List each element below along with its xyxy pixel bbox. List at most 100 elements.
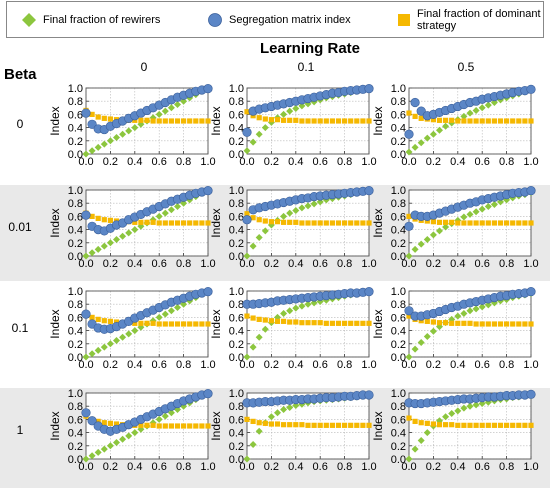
point-dominant	[187, 423, 193, 429]
y-tick-label: 0.0	[68, 352, 83, 364]
x-tick-label: 0.0	[239, 156, 254, 168]
point-dominant	[168, 220, 174, 226]
point-segregation	[364, 84, 374, 94]
point-rewirers	[131, 327, 139, 335]
point-dominant	[168, 321, 174, 327]
point-rewirers	[405, 353, 413, 361]
point-dominant	[467, 220, 473, 226]
point-dominant	[366, 422, 372, 428]
point-rewirers	[460, 213, 468, 221]
x-tick-label: 0.6	[152, 359, 167, 371]
panel-beta-0.01-lr-0.1: 0.0 0.2 0.4 0.6 0.8 1.00.00.20.40.60.81.0Inde…	[209, 185, 377, 270]
x-tick-label: 0.2	[264, 461, 279, 473]
point-dominant	[156, 423, 162, 429]
point-rewirers	[411, 143, 419, 151]
panel-beta-0.1-lr-0.1: 0.0 0.2 0.4 0.6 0.8 1.00.00.20.40.60.81.0Inde…	[209, 286, 377, 371]
point-dominant	[323, 320, 329, 326]
x-tick-label: 0.4	[450, 359, 465, 371]
point-rewirers	[82, 455, 90, 463]
point-dominant	[455, 320, 461, 326]
point-dominant	[107, 318, 113, 324]
point-rewirers	[249, 440, 257, 448]
point-dominant	[329, 422, 335, 428]
y-tick-label: 0.4	[391, 123, 406, 135]
point-dominant	[101, 217, 107, 223]
point-rewirers	[106, 239, 114, 247]
point-dominant	[199, 118, 205, 124]
point-rewirers	[454, 407, 462, 415]
point-dominant	[305, 422, 311, 428]
point-dominant	[156, 220, 162, 226]
point-dominant	[510, 422, 516, 428]
x-tick-label: 0.8	[176, 461, 191, 473]
panel-beta-0.1-lr-0: 0.0 0.2 0.4 0.6 0.8 1.00.00.20.40.60.81.0Inde…	[48, 286, 216, 371]
point-rewirers	[131, 429, 139, 437]
point-rewirers	[94, 346, 102, 354]
point-dominant	[522, 422, 528, 428]
y-tick-label: 0.8	[391, 198, 406, 210]
point-dominant	[354, 320, 360, 326]
y-tick-label: 0.8	[68, 96, 83, 108]
panel-beta-0-lr-0.5: 0.0 0.2 0.4 0.6 0.8 1.00.00.20.40.60.81.0Inde…	[371, 83, 539, 168]
point-dominant	[360, 118, 366, 124]
y-tick-label: 0.4	[391, 428, 406, 440]
point-rewirers	[280, 309, 288, 317]
point-dominant	[150, 118, 156, 124]
point-dominant	[497, 422, 504, 428]
y-tick-label: 0.6	[68, 414, 83, 426]
point-dominant	[516, 321, 522, 327]
point-dominant	[418, 420, 424, 426]
point-dominant	[138, 117, 144, 123]
y-tick-label: 0.6	[229, 312, 244, 324]
point-dominant	[430, 319, 436, 325]
point-dominant	[406, 415, 412, 421]
point-dominant	[299, 320, 305, 326]
point-dominant	[262, 317, 268, 323]
y-tick-label: 1.0	[391, 185, 406, 197]
point-rewirers	[100, 140, 108, 148]
point-dominant	[281, 219, 287, 225]
point-rewirers	[125, 127, 133, 135]
point-rewirers	[490, 201, 498, 209]
point-dominant	[360, 422, 366, 428]
point-dominant	[366, 118, 372, 124]
y-tick-label: 0.8	[68, 299, 83, 311]
point-rewirers	[460, 309, 468, 317]
point-dominant	[436, 117, 443, 123]
point-dominant	[366, 320, 372, 326]
point-rewirers	[255, 234, 263, 242]
point-dominant	[418, 318, 424, 324]
point-segregation	[81, 108, 91, 118]
point-dominant	[461, 220, 467, 226]
x-tick-label: 1.0	[361, 461, 376, 473]
point-dominant	[348, 220, 354, 226]
point-rewirers	[100, 343, 108, 351]
y-tick-label: 1.0	[68, 286, 83, 298]
point-rewirers	[100, 242, 108, 250]
point-rewirers	[113, 439, 120, 446]
y-tick-label: 0.0	[229, 149, 244, 161]
point-dominant	[461, 422, 467, 428]
point-dominant	[181, 118, 187, 124]
point-dominant	[95, 418, 101, 424]
point-rewirers	[478, 104, 486, 112]
point-rewirers	[423, 429, 431, 437]
y-tick-label: 0.6	[68, 211, 83, 223]
point-dominant	[354, 220, 360, 226]
point-dominant	[497, 220, 504, 226]
point-dominant	[193, 220, 199, 226]
point-rewirers	[161, 107, 169, 115]
y-tick-label: 1.0	[391, 83, 406, 95]
point-rewirers	[255, 130, 263, 138]
y-axis-label: Index	[371, 411, 385, 440]
point-dominant	[323, 422, 329, 428]
point-dominant	[424, 218, 430, 224]
point-rewirers	[448, 409, 456, 417]
x-tick-label: 0.2	[426, 359, 441, 371]
point-rewirers	[286, 404, 294, 412]
point-rewirers	[243, 147, 251, 155]
point-dominant	[317, 422, 323, 428]
point-rewirers	[274, 409, 281, 417]
point-dominant	[467, 320, 473, 326]
point-dominant	[528, 220, 534, 226]
